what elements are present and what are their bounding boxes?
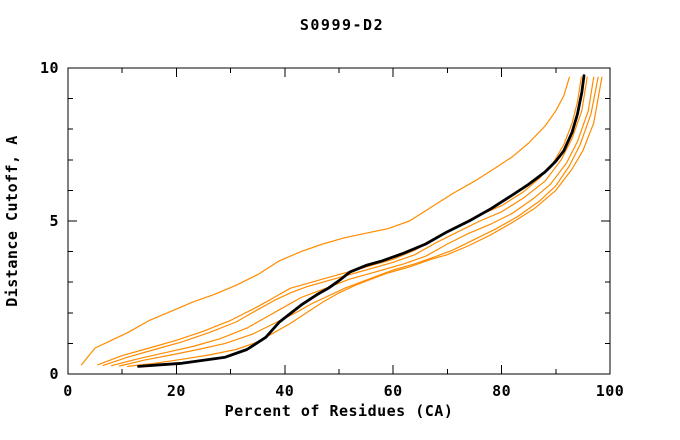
y-axis-label: Distance Cutoff, A (3, 135, 21, 307)
plot-border (67, 67, 611, 375)
curve-model-black-main (137, 74, 586, 368)
y-tick-label: 5 (49, 212, 59, 230)
curve-model-orange-3 (102, 76, 588, 366)
x-tick-label: 60 (384, 382, 403, 400)
y-tick-label: 10 (40, 59, 59, 77)
curve-model-orange-4 (110, 76, 595, 367)
curve-model-orange-1 (80, 76, 570, 366)
x-tick-label: 80 (492, 382, 511, 400)
y-tick-label: 0 (49, 365, 59, 383)
axes-frame (67, 67, 611, 375)
curve-model-orange-5 (118, 76, 599, 367)
tick-labels: 0 20 40 60 80 100 0 5 10 (40, 59, 624, 400)
curves-group (80, 74, 603, 368)
x-axis-label: Percent of Residues (CA) (225, 402, 454, 420)
curve-model-orange-6 (127, 76, 603, 367)
x-tick-label: 100 (596, 382, 625, 400)
x-tick-label: 40 (275, 382, 294, 400)
x-tick-label: 20 (167, 382, 186, 400)
chart-title: S0999-D2 (300, 16, 384, 34)
x-tick-label: 0 (63, 382, 73, 400)
